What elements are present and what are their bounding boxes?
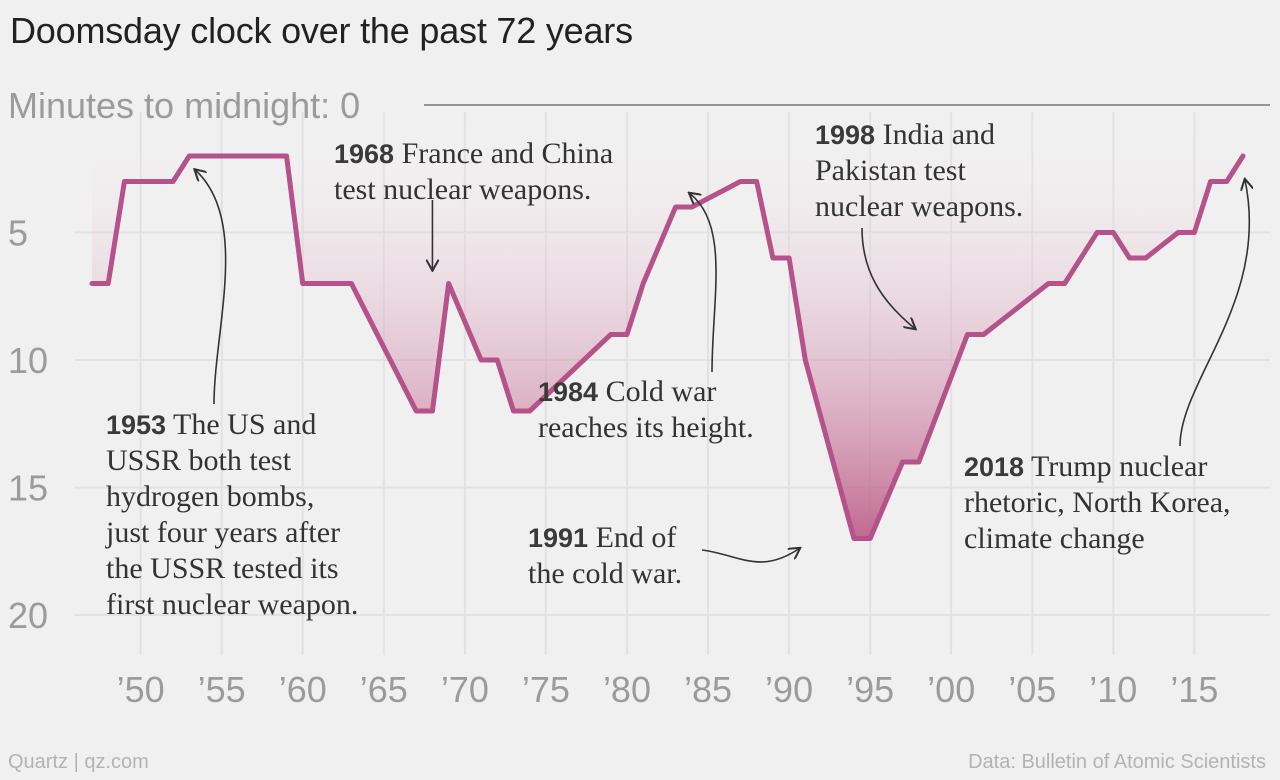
zero-label: Minutes to midnight: 0: [8, 85, 360, 126]
annotation-line: 1984 Cold war: [538, 374, 754, 410]
annotation-1991: 1991 End of the cold war.: [528, 520, 682, 592]
x-tick-label: ’80: [603, 669, 651, 710]
y-axis: 5 10 15 20: [8, 213, 48, 637]
annotation-line: reaches its height.: [538, 411, 754, 444]
area-fill: [92, 105, 1243, 539]
y-tick-label: 20: [8, 595, 48, 636]
annotation-2018: 2018 Trump nuclear rhetoric, North Korea,…: [964, 449, 1231, 557]
series-line: [89, 153, 1246, 541]
annotation-year: 1984: [538, 377, 599, 407]
y-tick-label: 5: [8, 213, 28, 254]
x-tick-label: ’70: [441, 669, 489, 710]
annotation-year: 1998: [815, 120, 876, 150]
annotation-line: 1953 The US and: [106, 407, 358, 443]
annotation-line: 1998 India and: [815, 117, 1023, 153]
x-tick-label: ’90: [765, 669, 813, 710]
annotation-text: Trump nuclear: [1024, 450, 1208, 483]
annotation-arrow: [690, 194, 717, 373]
annotation-line: first nuclear weapon.: [106, 588, 359, 621]
y-tick-label: 10: [8, 340, 48, 381]
annotation-line: test nuclear weapons.: [334, 173, 592, 206]
annotation-line: just four years after: [106, 516, 341, 549]
annotation-year: 1953: [106, 410, 167, 440]
x-tick-label: ’65: [360, 669, 408, 710]
annotation-arrow: [195, 170, 227, 405]
annotation-1998: 1998 India and Pakistan test nuclear weapo…: [815, 117, 1023, 225]
x-tick-label: ’85: [684, 669, 732, 710]
annotation-year: 2018: [964, 452, 1025, 482]
annotation-arrow: [701, 549, 799, 563]
footer-source-left: Quartz | qz.com: [8, 751, 149, 773]
x-tick-label: ’10: [1089, 669, 1137, 710]
annotation-arrow: [1179, 180, 1249, 447]
x-axis: ’50 ’55 ’60 ’65 ’70 ’75 ’80 ’85 ’90 ’95 ’00 ’05 ’10 ’…: [117, 669, 1219, 710]
annotation-1953: 1953 The US and USSR both test hydrogen bo…: [106, 407, 358, 623]
annotation-line: Pakistan test: [815, 154, 966, 187]
x-tick-label: ’75: [522, 669, 570, 710]
annotation-line: the USSR tested its: [106, 552, 339, 585]
annotation-1984: 1984 Cold war reaches its height.: [538, 374, 754, 446]
annotation-line: hydrogen bombs,: [106, 480, 315, 513]
annotation-text: France and China: [394, 137, 614, 170]
x-tick-label: ’95: [846, 669, 894, 710]
annotation-arrow: [861, 227, 915, 329]
x-tick-label: ’55: [198, 669, 246, 710]
annotation-line: 1968 France and China: [334, 136, 613, 172]
x-tick-label: ’00: [927, 669, 975, 710]
x-tick-label: ’05: [1008, 669, 1056, 710]
annotation-line: 1991 End of: [528, 520, 682, 556]
area-fill-path: [92, 105, 1243, 539]
annotation-line: rhetoric, North Korea,: [964, 486, 1231, 519]
annotation-text: India and: [875, 118, 996, 151]
annotation-year: 1991: [528, 523, 589, 553]
annotation-arrows: [195, 170, 1249, 563]
annotation-line: nuclear weapons.: [815, 190, 1024, 223]
annotation-1968: 1968 France and China test nuclear weapon…: [334, 136, 613, 208]
x-tick-label: ’60: [279, 669, 327, 710]
annotation-line: the cold war.: [528, 557, 683, 590]
annotation-text: The US and: [166, 408, 317, 441]
annotation-line: 2018 Trump nuclear: [964, 449, 1231, 485]
footer-source-right: Data: Bulletin of Atomic Scientists: [968, 751, 1266, 773]
zero-line-group: Minutes to midnight: 0: [8, 85, 1270, 126]
y-tick-label: 15: [8, 468, 48, 509]
annotation-text: End of: [588, 521, 677, 554]
annotation-year: 1968: [334, 139, 395, 169]
x-tick-label: ’50: [117, 669, 165, 710]
series-line-group: [89, 153, 1246, 541]
annotation-line: climate change: [964, 522, 1145, 555]
annotation-line: USSR both test: [106, 444, 292, 477]
x-tick-label: ’15: [1170, 669, 1218, 710]
chart-title: Doomsday clock over the past 72 years: [10, 10, 633, 51]
annotation-text: Cold war: [598, 375, 717, 408]
